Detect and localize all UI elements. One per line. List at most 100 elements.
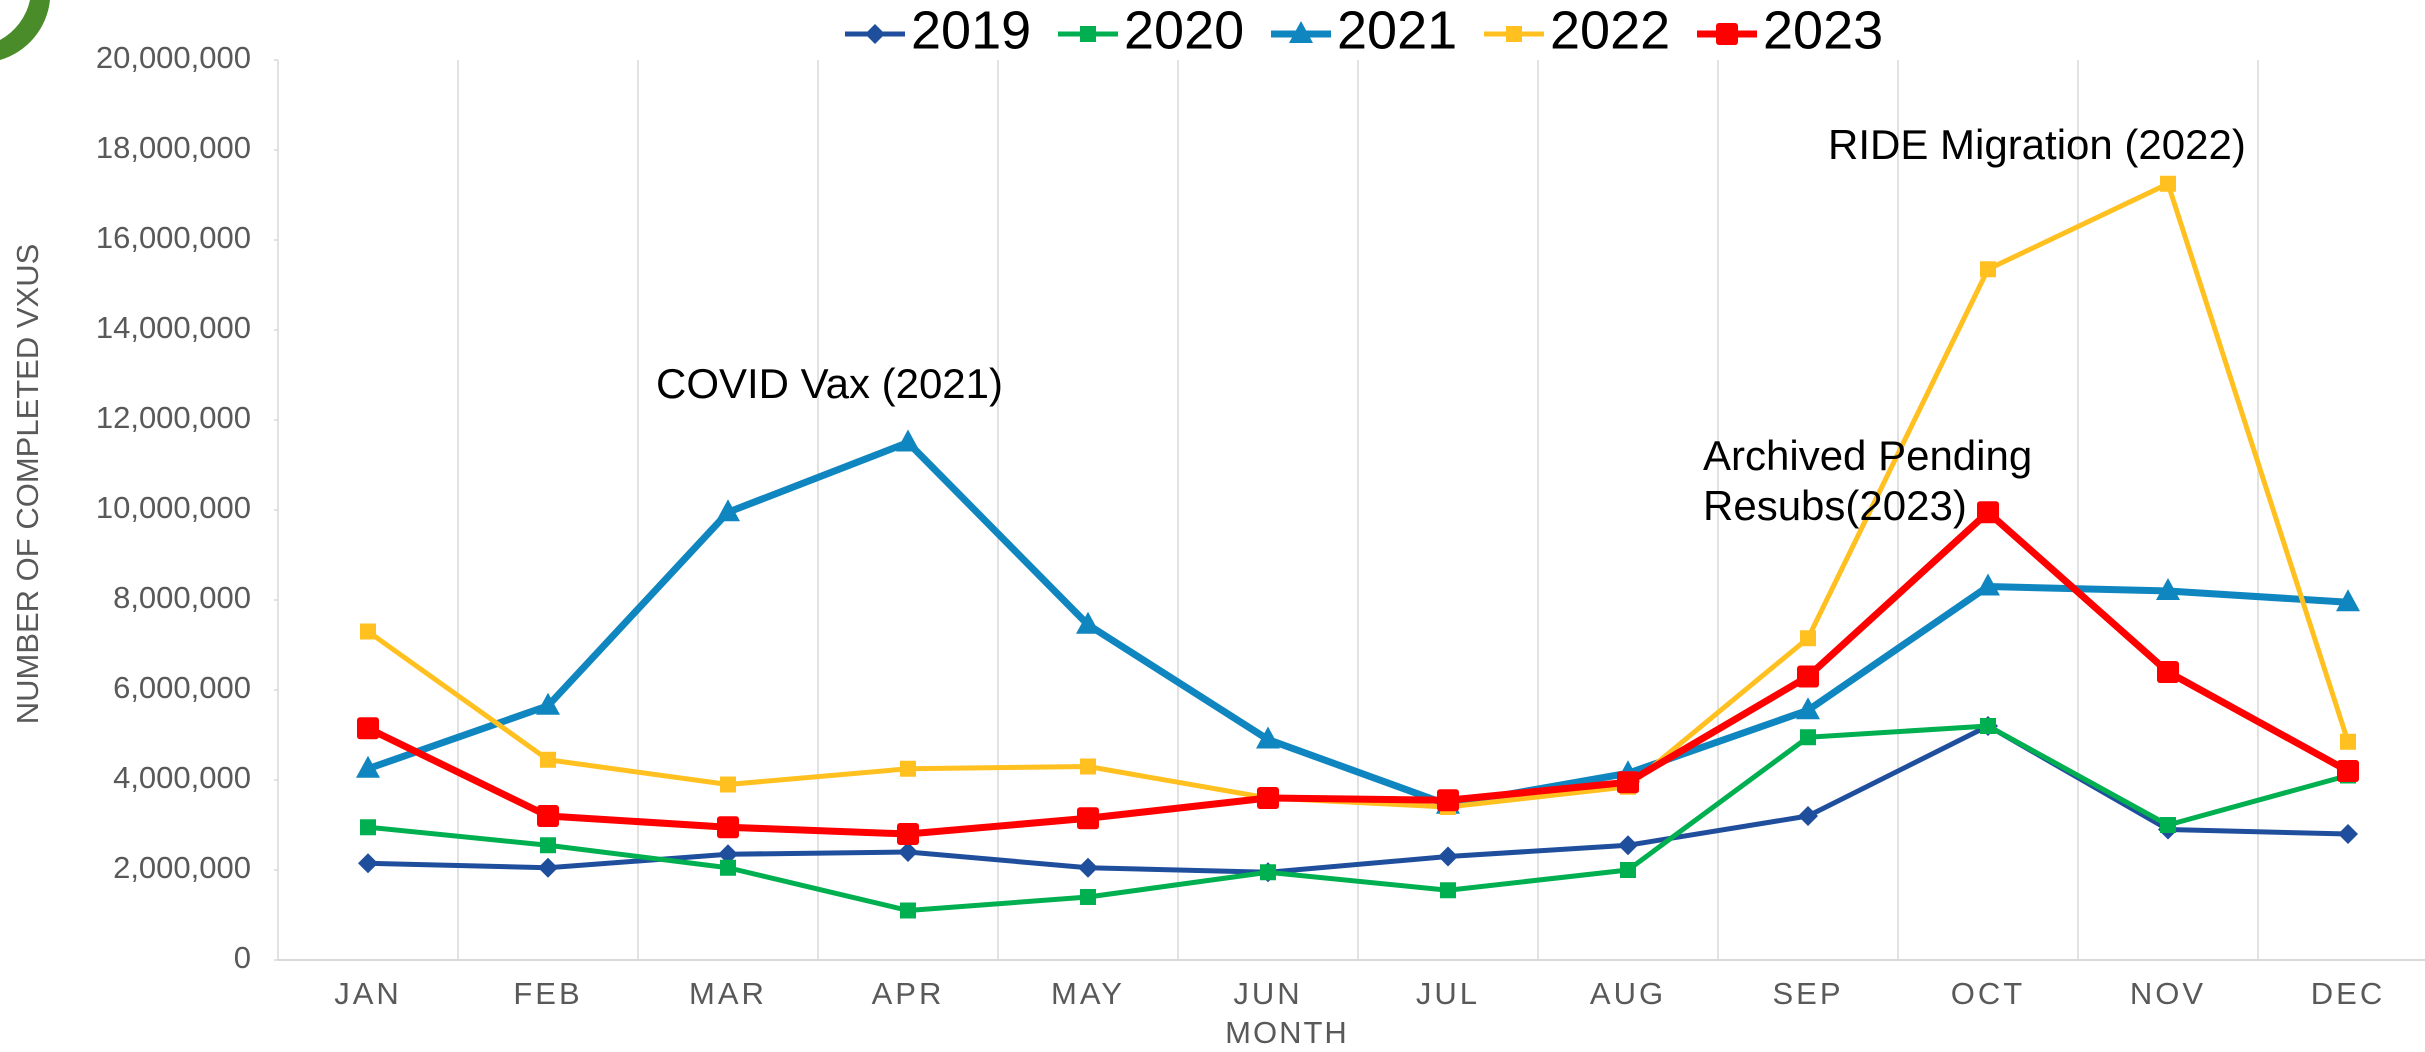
marker [720, 776, 736, 793]
marker [356, 755, 380, 778]
x-tick-label: SEP [1772, 976, 1843, 1011]
x-tick-label: JUN [1233, 976, 1302, 1011]
marker [1506, 26, 1522, 42]
x-tick-label: JAN [334, 976, 402, 1011]
marker [718, 844, 738, 865]
legend-item: 2019 [845, 0, 1031, 60]
y-tick-label: 6,000,000 [113, 670, 251, 705]
marker [2337, 760, 2359, 782]
y-tick-label: 12,000,000 [96, 400, 251, 435]
legend-label: 2022 [1550, 0, 1670, 60]
marker [896, 429, 920, 452]
x-tick-label: OCT [1951, 976, 2025, 1011]
marker [865, 24, 885, 44]
x-tick-label: MAR [689, 976, 767, 1011]
marker [1796, 697, 1820, 720]
marker [1289, 21, 1313, 43]
marker [2336, 589, 2360, 612]
marker [536, 692, 560, 715]
marker [1440, 882, 1456, 899]
marker [360, 819, 376, 836]
legend-item: 2021 [1271, 0, 1457, 60]
legend-item: 2020 [1058, 0, 1244, 60]
marker [1976, 573, 2000, 596]
marker [360, 623, 376, 640]
marker [1080, 758, 1096, 775]
marker [1256, 726, 1280, 749]
marker [1618, 835, 1638, 856]
marker [1797, 665, 1819, 688]
marker [717, 816, 739, 839]
legend-label: 2020 [1124, 0, 1244, 60]
marker [2156, 578, 2180, 600]
marker [898, 842, 918, 862]
marker [1716, 23, 1738, 45]
marker [537, 805, 559, 827]
series-line [367, 723, 2349, 913]
x-tick-label: AUG [1590, 976, 1666, 1011]
legend-item: 2023 [1697, 0, 1883, 60]
annotation: COVID Vax (2021) [656, 360, 1003, 407]
marker [1077, 807, 1099, 830]
y-tick-label: 4,000,000 [113, 760, 251, 795]
marker [1438, 846, 1458, 867]
annotation: RIDE Migration (2022) [1828, 121, 2246, 168]
y-tick-label: 8,000,000 [113, 580, 251, 615]
marker [2160, 817, 2176, 833]
marker [720, 859, 736, 876]
legend-item: 2022 [1484, 0, 1670, 60]
marker [900, 760, 916, 777]
marker [2340, 733, 2356, 750]
annotation: Archived Pending [1703, 432, 2032, 479]
x-tick-label: DEC [2311, 976, 2385, 1011]
marker [897, 823, 919, 845]
marker [1800, 729, 1816, 746]
marker [540, 837, 556, 854]
marker [716, 499, 740, 522]
marker [357, 717, 379, 740]
marker [1080, 889, 1096, 905]
y-tick-label: 16,000,000 [96, 220, 251, 255]
marker [2157, 661, 2179, 683]
y-tick-label: 14,000,000 [96, 310, 251, 345]
marker [1080, 26, 1096, 42]
series-line [366, 439, 2349, 809]
marker [1980, 718, 1996, 734]
y-tick-label: 10,000,000 [96, 490, 251, 525]
legend-label: 2023 [1763, 0, 1883, 60]
series-line [366, 508, 2350, 838]
marker [1620, 862, 1636, 878]
marker [1257, 787, 1279, 809]
marker [1977, 501, 1999, 524]
y-tick-label: 20,000,000 [96, 40, 251, 75]
x-axis-label: MONTH [1225, 1015, 1349, 1050]
marker [540, 751, 556, 768]
marker [2338, 824, 2358, 844]
marker [1980, 261, 1996, 278]
marker [538, 857, 558, 878]
marker [1260, 864, 1276, 881]
marker [1798, 806, 1818, 826]
y-axis-label: NUMBER OF COMPLETED VXUS [10, 244, 45, 725]
logo [0, 0, 50, 60]
marker [1078, 857, 1098, 878]
y-tick-label: 2,000,000 [113, 850, 251, 885]
marker [2160, 175, 2176, 192]
x-tick-label: FEB [513, 976, 582, 1011]
x-tick-label: NOV [2130, 976, 2206, 1011]
marker [358, 853, 378, 874]
y-tick-label: 0 [234, 940, 251, 975]
annotation: Resubs(2023) [1703, 482, 1967, 529]
legend-label: 2021 [1337, 0, 1457, 60]
marker [900, 902, 916, 919]
marker [1617, 771, 1639, 794]
x-tick-label: JUL [1416, 976, 1480, 1011]
x-tick-label: APR [872, 976, 945, 1011]
marker [1437, 789, 1459, 812]
marker [1800, 630, 1816, 647]
marker [1076, 611, 1100, 634]
legend-label: 2019 [911, 0, 1031, 60]
y-tick-label: 18,000,000 [96, 130, 251, 165]
x-tick-label: MAY [1051, 976, 1125, 1011]
